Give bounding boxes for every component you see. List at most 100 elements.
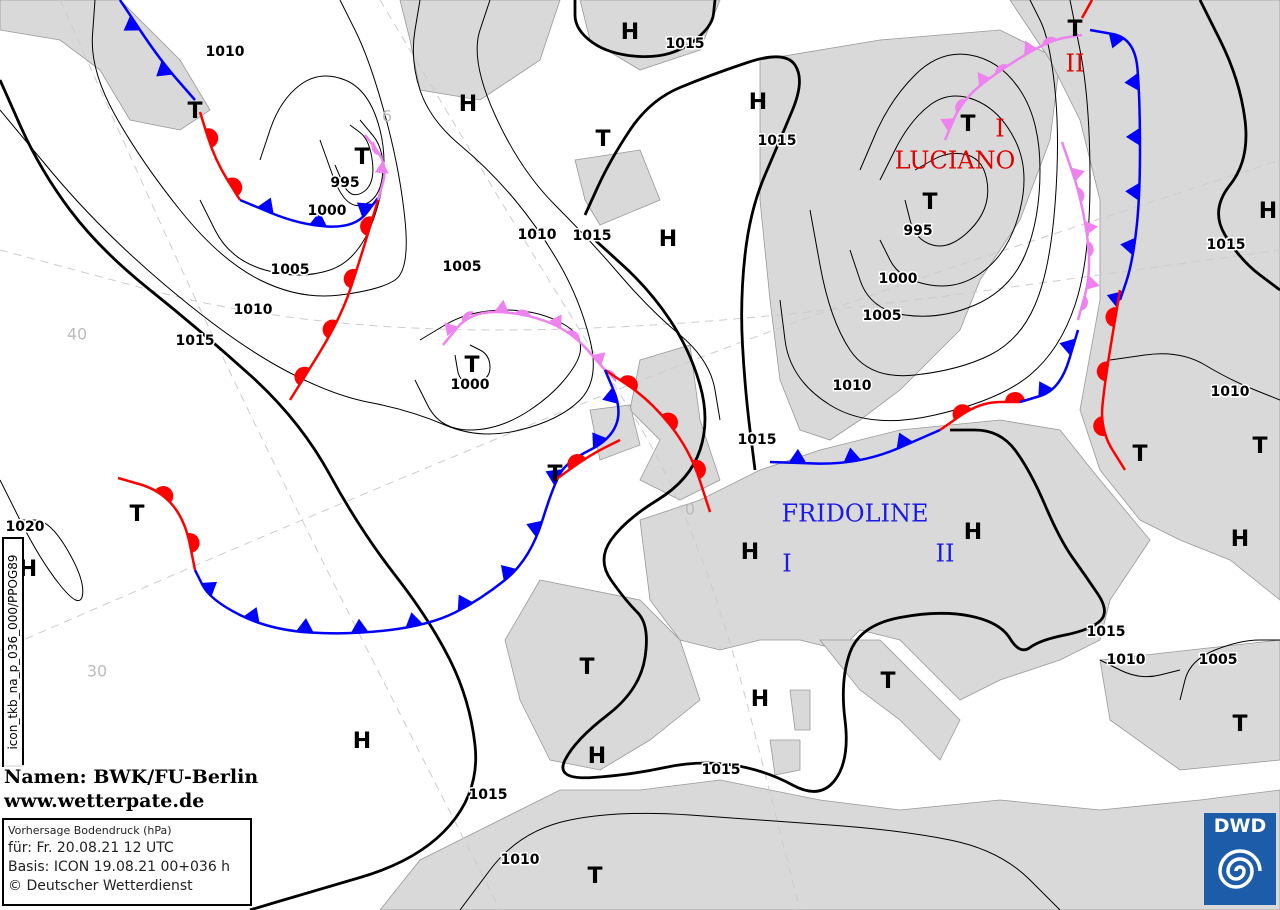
isobar (0, 479, 84, 602)
warm-front-symbol (1096, 361, 1109, 382)
warm-front-symbol (661, 412, 678, 431)
isobar (879, 95, 1025, 287)
occ-front (1060, 141, 1091, 321)
warm-front-symbol (155, 486, 174, 503)
isobar-label: 1000 (879, 271, 918, 287)
low-pressure-label: T (1132, 442, 1147, 467)
warm-front-symbol (1105, 307, 1118, 327)
isobar-label: 1020 (6, 519, 45, 535)
land-greenland (0, 0, 211, 131)
cold-front-symbol (1108, 32, 1126, 49)
low-pressure-label: T (1232, 712, 1247, 737)
land-sardinia (769, 739, 801, 776)
grid-label: 40 (67, 325, 87, 344)
low-pressure-label: T (1252, 434, 1267, 459)
low-pressure-label: T (1067, 17, 1082, 42)
low-pressure-label: T (579, 655, 594, 680)
isobar (904, 152, 989, 247)
warm-front-symbol (619, 375, 638, 391)
isobar-1015 (0, 79, 478, 910)
cold-front-symbol (200, 581, 218, 598)
high-pressure-label: H (741, 540, 759, 565)
land-russia (1009, 0, 1280, 601)
high-pressure-label: H (588, 744, 606, 769)
low-pressure-label: T (354, 145, 369, 170)
info-basis: Basis: ICON 19.08.21 00+036 h (8, 859, 231, 875)
low-pressure-label: T (595, 127, 610, 152)
high-pressure-label: H (749, 90, 767, 115)
isobar-label: 1015 (1207, 237, 1246, 253)
low-pressure-label: T (464, 353, 479, 378)
occ-front-symbol (1085, 221, 1099, 257)
high-name: II (936, 540, 955, 568)
isobar-1015 (573, 0, 717, 59)
low-pressure-label: T (922, 190, 937, 215)
grid-line (59, 0, 501, 910)
cold-front-symbol (405, 612, 424, 628)
cold-front-symbol (350, 618, 369, 634)
isobar (334, 124, 374, 196)
high-pressure-label: H (621, 20, 639, 45)
high-pressure-label: H (751, 687, 769, 712)
land-scandinavia (759, 29, 1061, 441)
cold-front-symbol (156, 60, 173, 77)
cold-front-symbol (242, 607, 260, 624)
isobar-label: 1005 (443, 259, 482, 275)
isobar-label: 1010 (1107, 652, 1146, 668)
land-faroes (574, 149, 661, 226)
low-pressure-label: T (587, 864, 602, 889)
low-name: LUCIANO (895, 147, 1016, 175)
warm-front-symbol (226, 177, 243, 197)
cold-front (193, 369, 620, 635)
warm-front-symbol (1093, 416, 1106, 437)
cold-front-symbol (592, 432, 608, 449)
isobar (0, 0, 594, 435)
occ-front-symbol (1080, 276, 1100, 311)
high-name: FRIDOLINE (781, 500, 928, 528)
info-copyright: © Deutscher Wetterdienst (8, 878, 193, 894)
warm-front (1080, 0, 1094, 19)
occ-front-symbol (1071, 167, 1085, 203)
land-africa (379, 779, 1280, 910)
swirl-icon (1218, 849, 1262, 889)
low-pressure-label: T (547, 462, 562, 487)
names-credit: Namen: BWK/FU-Berlin (4, 766, 259, 788)
isobar-label: 1005 (1199, 652, 1238, 668)
warm-front (554, 438, 621, 482)
isobar-label: 1015 (758, 133, 797, 149)
isobar-label: 1005 (863, 308, 902, 324)
land-iceland (399, 0, 561, 101)
isobar (849, 53, 1041, 317)
occ-front-symbol (549, 314, 580, 340)
info-title: Vorhersage Bodendruck (hPa) (8, 824, 172, 837)
isobar (1109, 353, 1280, 401)
high-pressure-label: H (459, 92, 477, 117)
cold-front-symbol (545, 469, 563, 486)
high-pressure-label: H (353, 729, 371, 754)
occ-front (943, 33, 1083, 141)
grid-line (0, 249, 1280, 331)
isobar (779, 0, 1091, 422)
isobar-label: 995 (903, 223, 932, 239)
low-pressure-label: T (187, 99, 202, 124)
warm-front-symbol (343, 268, 357, 289)
high-pressure-label: H (659, 227, 677, 252)
isobar-label: 995 (330, 175, 359, 191)
occ-front-symbol (940, 98, 965, 131)
warm-front-symbol (1005, 392, 1026, 402)
forecast-info-box: Vorhersage Bodendruck (hPa) für: Fr. 20.… (2, 818, 252, 906)
isobar-label: 1015 (176, 333, 215, 349)
website-link[interactable]: www.wetterpate.de (4, 790, 205, 812)
cold-front-symbol (1125, 182, 1140, 201)
dwd-logo: DWD (1204, 813, 1276, 905)
high-pressure-label: H (964, 520, 982, 545)
grid-line (379, 0, 801, 910)
cold-front-symbol (500, 565, 518, 582)
isobar-label: 1010 (501, 852, 540, 868)
isobar-label: 1015 (1087, 624, 1126, 640)
isobar (459, 812, 1061, 910)
isobar-label: 1010 (234, 302, 273, 318)
cold-front-symbol (1059, 338, 1076, 356)
